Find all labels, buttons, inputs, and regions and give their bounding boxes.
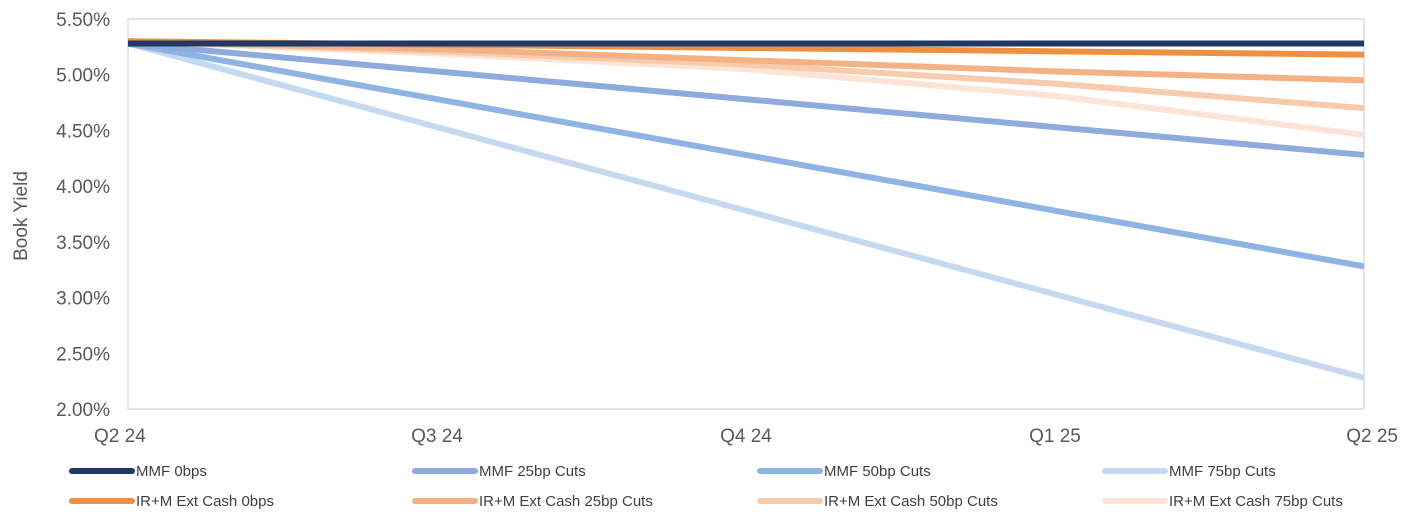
legend-label: IR+M Ext Cash 0bps: [136, 493, 274, 510]
y-tick-label: 2.50%: [56, 344, 110, 365]
y-tick-label: 3.00%: [56, 289, 110, 310]
legend-item: IR+M Ext Cash 75bp Cuts: [1102, 493, 1343, 510]
series-lines: [127, 38, 1365, 381]
legend-item: IR+M Ext Cash 25bp Cuts: [412, 493, 653, 510]
x-tick-label: Q3 24: [411, 426, 463, 447]
legend-item: MMF 75bp Cuts: [1102, 463, 1276, 480]
y-axis-label: Book Yield: [11, 171, 32, 261]
x-tick-label: Q2 24: [94, 426, 146, 447]
y-tick-label: 5.50%: [56, 10, 110, 31]
y-tick-label: 3.50%: [56, 233, 110, 254]
x-tick-label: Q4 24: [720, 426, 772, 447]
legend-item: IR+M Ext Cash 50bp Cuts: [757, 493, 998, 510]
legend-label: MMF 0bps: [136, 463, 207, 480]
series-line-1: [127, 40, 1365, 158]
y-tick-label: 4.00%: [56, 177, 110, 198]
legend-label: IR+M Ext Cash 75bp Cuts: [1169, 493, 1343, 510]
y-tick-label: 2.00%: [56, 400, 110, 421]
plot-area: [127, 18, 1365, 410]
legend-label: MMF 50bp Cuts: [824, 463, 931, 480]
x-tick-label: Q1 25: [1029, 426, 1081, 447]
legend: MMF 0bps MMF 25bp Cuts MMF 50bp Cuts MMF 75…: [69, 463, 1343, 510]
series-line-3: [127, 40, 1365, 381]
legend-label: MMF 75bp Cuts: [1169, 463, 1276, 480]
y-axis-ticks: 2.00% 2.50% 3.00% 3.50% 4.00% 4.50% 5.00% 5.50%: [56, 10, 110, 421]
legend-item: MMF 0bps: [69, 463, 207, 480]
series-line-2: [127, 40, 1365, 270]
legend-label: MMF 25bp Cuts: [479, 463, 586, 480]
legend-label: IR+M Ext Cash 50bp Cuts: [824, 493, 998, 510]
legend-item: MMF 50bp Cuts: [757, 463, 931, 480]
legend-item: MMF 25bp Cuts: [412, 463, 586, 480]
plot-border: [127, 18, 1365, 410]
legend-item: IR+M Ext Cash 0bps: [69, 493, 274, 510]
legend-label: IR+M Ext Cash 25bp Cuts: [479, 493, 653, 510]
x-axis-ticks: Q2 24 Q3 24 Q4 24 Q1 25 Q2 25: [94, 426, 1398, 447]
y-tick-label: 5.00%: [56, 66, 110, 87]
x-tick-label: Q2 25: [1346, 426, 1398, 447]
y-tick-label: 4.50%: [56, 121, 110, 142]
